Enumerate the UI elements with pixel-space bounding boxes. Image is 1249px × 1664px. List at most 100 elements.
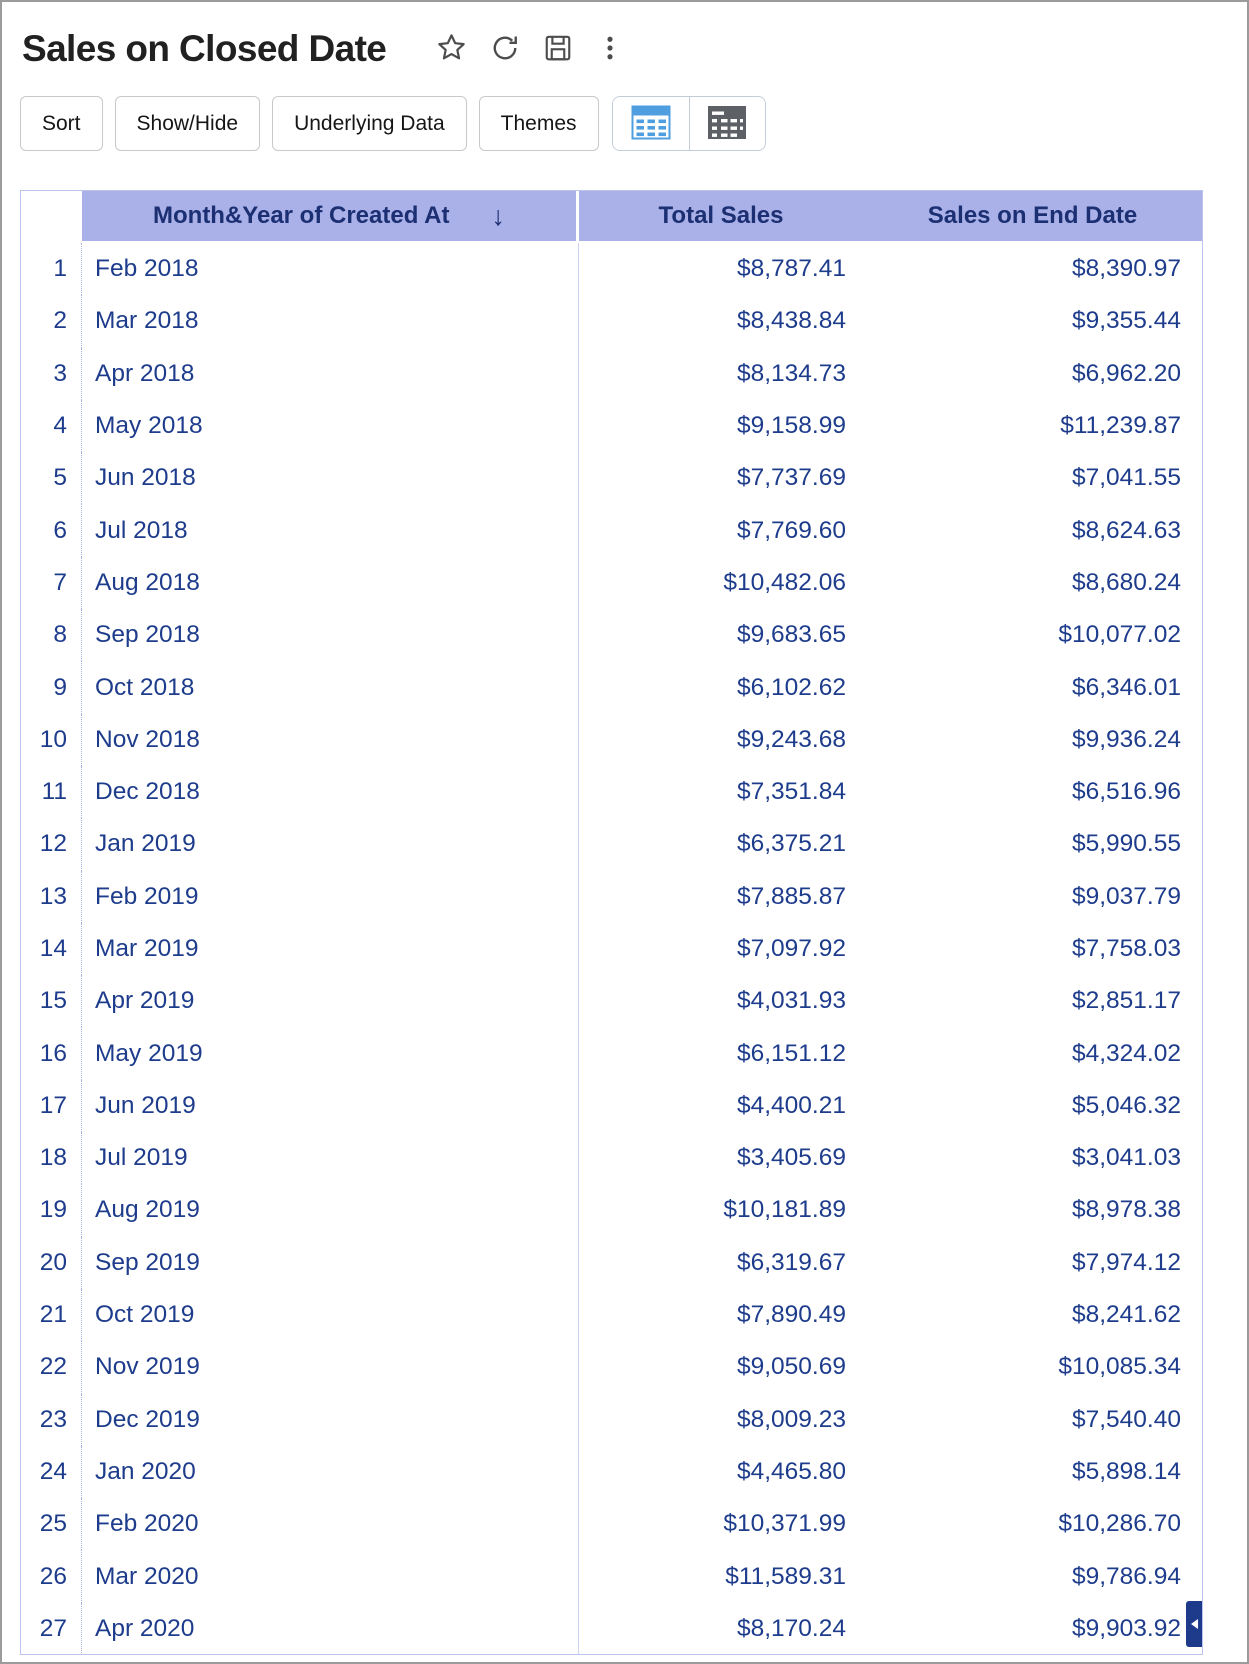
table-row: 12 Jan 2019 $6,375.21 $5,990.55 (21, 818, 1202, 871)
row-number: 15 (21, 975, 82, 1028)
left-triangle-icon (1190, 1619, 1198, 1629)
save-icon (543, 33, 573, 66)
cell-total-sales: $10,181.89 (723, 1196, 846, 1224)
row-number: 25 (21, 1498, 82, 1551)
cell-month: Aug 2019 (82, 1184, 579, 1237)
row-number: 3 (21, 347, 82, 400)
row-number: 10 (21, 713, 82, 766)
row-number: 12 (21, 818, 82, 871)
cell-sales-end-date: $9,786.94 (1072, 1562, 1181, 1590)
cell-total-sales: $8,134.73 (737, 359, 846, 387)
cell-month: Nov 2018 (82, 713, 579, 766)
cell-month: Apr 2020 (82, 1602, 579, 1654)
cell-total-sales: $9,243.68 (737, 725, 846, 753)
cell-total-sales: $7,351.84 (737, 778, 846, 806)
more-menu-button[interactable] (596, 33, 624, 66)
refresh-button[interactable] (490, 33, 520, 66)
star-icon (436, 32, 467, 66)
table-row: 23 Dec 2019 $8,009.23 $7,540.40 (21, 1393, 1202, 1446)
cell-month: Jul 2019 (82, 1132, 579, 1185)
row-number: 17 (21, 1079, 82, 1133)
cell-total-sales: $7,769.60 (737, 516, 846, 544)
row-number: 13 (21, 870, 82, 923)
toolbar: Sort Show/Hide Underlying Data Themes (20, 96, 1247, 151)
cell-month: Aug 2018 (82, 556, 579, 610)
cell-month: Sep 2019 (82, 1236, 579, 1289)
row-number: 9 (21, 661, 82, 714)
cell-total-sales: $6,102.62 (737, 673, 846, 701)
table-row: 26 Mar 2020 $11,589.31 $9,786.94 (21, 1550, 1202, 1603)
themes-button[interactable]: Themes (478, 96, 599, 151)
row-number: 11 (21, 765, 82, 819)
column-header-total-sales[interactable]: Total Sales (579, 191, 863, 241)
pivot-view-button[interactable] (688, 97, 765, 150)
show-hide-button[interactable]: Show/Hide (114, 96, 261, 151)
cell-sales-end-date: $8,680.24 (1072, 568, 1181, 596)
table-row: 24 Jan 2020 $4,465.80 $5,898.14 (21, 1445, 1202, 1499)
cell-total-sales: $8,787.41 (737, 255, 846, 283)
cell-total-sales: $10,482.06 (723, 568, 846, 596)
underlying-data-button[interactable]: Underlying Data (272, 96, 467, 151)
column-header-sales-end-date-label: Sales on End Date (927, 202, 1138, 229)
table-row: 17 Jun 2019 $4,400.21 $5,046.32 (21, 1079, 1202, 1133)
table-row: 1 Feb 2018 $8,787.41 $8,390.97 (21, 243, 1202, 296)
table-row: 19 Aug 2019 $10,181.89 $8,978.38 (21, 1184, 1202, 1237)
favorite-button[interactable] (436, 32, 467, 66)
table-row: 3 Apr 2018 $8,134.73 $6,962.20 (21, 347, 1202, 400)
page-title: Sales on Closed Date (22, 28, 387, 69)
save-button[interactable] (543, 33, 573, 66)
cell-total-sales: $4,031.93 (737, 987, 846, 1015)
cell-sales-end-date: $6,346.01 (1072, 673, 1181, 701)
cell-sales-end-date: $6,516.96 (1072, 778, 1181, 806)
row-number-header (21, 191, 82, 241)
column-header-month[interactable]: Month&Year of Created At ↓ (82, 191, 579, 241)
cell-sales-end-date: $11,239.87 (1060, 412, 1181, 440)
row-number: 23 (21, 1393, 82, 1446)
cell-month: Jun 2018 (82, 452, 579, 505)
cell-total-sales: $3,405.69 (737, 1144, 846, 1172)
cell-sales-end-date: $9,355.44 (1072, 307, 1181, 335)
cell-month: Feb 2018 (82, 243, 579, 296)
row-number: 19 (21, 1184, 82, 1237)
column-header-sales-end-date[interactable]: Sales on End Date (863, 191, 1202, 241)
cell-sales-end-date: $8,241.62 (1072, 1301, 1181, 1329)
cell-total-sales: $9,683.65 (737, 621, 846, 649)
table-row: 18 Jul 2019 $3,405.69 $3,041.03 (21, 1132, 1202, 1185)
cell-month: Jan 2019 (82, 818, 579, 871)
cell-month: Oct 2019 (82, 1288, 579, 1342)
row-number: 4 (21, 399, 82, 453)
cell-month: Dec 2019 (82, 1393, 579, 1446)
title-bar: Sales on Closed Date (2, 2, 1247, 74)
cell-total-sales: $8,438.84 (737, 307, 846, 335)
cell-month: Nov 2019 (82, 1341, 579, 1394)
table-row: 13 Feb 2019 $7,885.87 $9,037.79 (21, 870, 1202, 923)
cell-sales-end-date: $10,286.70 (1058, 1510, 1181, 1538)
cell-month: Apr 2019 (82, 975, 579, 1028)
table-row: 22 Nov 2019 $9,050.69 $10,085.34 (21, 1341, 1202, 1394)
table-row: 6 Jul 2018 $7,769.60 $8,624.63 (21, 504, 1202, 557)
cell-sales-end-date: $7,758.03 (1072, 935, 1181, 962)
scroll-handle[interactable] (1186, 1601, 1202, 1647)
table-row: 27 Apr 2020 $8,170.24 $9,903.92 (21, 1602, 1202, 1654)
cell-total-sales: $6,319.67 (737, 1248, 846, 1276)
table-row: 2 Mar 2018 $8,438.84 $9,355.44 (21, 295, 1202, 348)
row-number: 16 (21, 1027, 82, 1080)
table-row: 16 May 2019 $6,151.12 $4,324.02 (21, 1027, 1202, 1080)
cell-month: Jan 2020 (82, 1445, 579, 1499)
cell-month: Mar 2019 (82, 922, 579, 976)
table-view-button[interactable] (612, 97, 689, 150)
sort-button[interactable]: Sort (20, 96, 103, 151)
cell-sales-end-date: $9,903.92 (1072, 1614, 1181, 1642)
cell-total-sales: $6,375.21 (737, 830, 846, 858)
cell-sales-end-date: $8,624.63 (1072, 516, 1181, 544)
row-number: 21 (21, 1288, 82, 1342)
cell-month: May 2018 (82, 399, 579, 453)
table-row: 25 Feb 2020 $10,371.99 $10,286.70 (21, 1498, 1202, 1551)
cell-total-sales: $4,400.21 (737, 1091, 846, 1119)
row-number: 14 (21, 922, 82, 976)
cell-sales-end-date: $8,978.38 (1072, 1196, 1181, 1224)
cell-sales-end-date: $10,077.02 (1058, 621, 1181, 649)
cell-month: Dec 2018 (82, 765, 579, 819)
cell-month: May 2019 (82, 1027, 579, 1080)
